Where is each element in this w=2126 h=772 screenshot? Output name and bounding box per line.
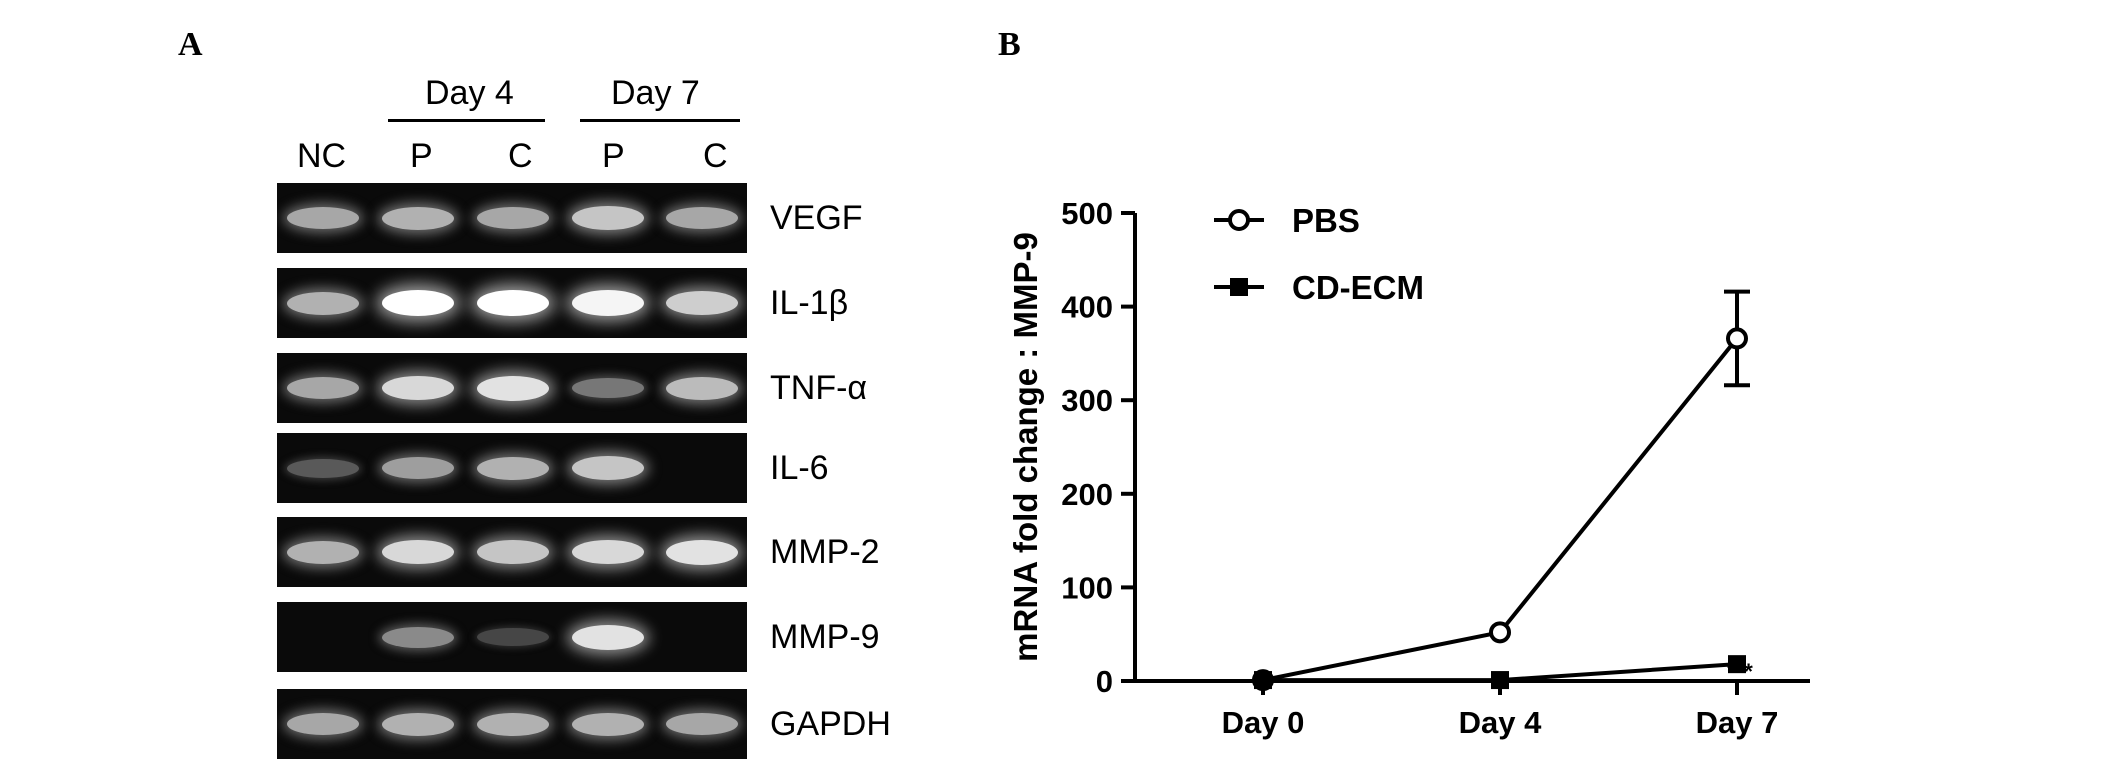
gel-band <box>572 378 644 398</box>
gel-band <box>477 628 549 646</box>
legend-label: PBS <box>1292 202 1360 239</box>
data-point <box>1254 671 1272 690</box>
group-label-day4: Day 4 <box>425 74 514 112</box>
gel-band <box>666 291 738 315</box>
gel-band <box>382 206 454 230</box>
gel-band <box>287 540 359 564</box>
lane-label-nc: NC <box>297 137 347 175</box>
data-point <box>1491 671 1509 690</box>
gel-band <box>572 540 644 564</box>
legend-marker <box>1228 209 1250 231</box>
gel-row <box>277 268 747 338</box>
gel-band <box>382 626 454 648</box>
gel-band <box>477 290 549 316</box>
y-axis-label: mRNA fold change : MMP-9 <box>1007 232 1044 662</box>
gel-band <box>666 713 738 735</box>
group-label-day7: Day 7 <box>611 74 700 112</box>
gel-row <box>277 183 747 253</box>
gel-band <box>572 456 644 480</box>
panel-label-b: B <box>998 26 1021 63</box>
legend-marker <box>1230 278 1248 296</box>
gel-band <box>666 376 738 400</box>
lane-label-day4-c: C <box>508 137 533 175</box>
gel-band <box>477 456 549 480</box>
gel-band <box>382 376 454 400</box>
data-point <box>1726 327 1748 350</box>
gel-band <box>572 712 644 736</box>
lane-label-day4-p: P <box>410 137 433 175</box>
gel-band <box>382 540 454 564</box>
gel-row <box>277 689 747 759</box>
gene-label: IL-1β <box>770 284 849 322</box>
gene-label: VEGF <box>770 199 863 237</box>
gel-band <box>382 712 454 736</box>
gel-band <box>287 713 359 735</box>
y-tick-label: 300 <box>1061 383 1113 418</box>
y-tick-label: 0 <box>1096 664 1113 699</box>
x-tick-label: Day 0 <box>1222 705 1305 740</box>
gel-band <box>572 290 644 316</box>
gel-band <box>287 458 359 478</box>
y-tick-label: 200 <box>1061 477 1113 512</box>
gene-label: MMP-9 <box>770 618 880 656</box>
gel-band <box>287 377 359 399</box>
gel-band <box>382 290 454 316</box>
group-underline-day4 <box>388 119 545 122</box>
gel-row <box>277 517 747 587</box>
data-point <box>1489 621 1511 644</box>
gel-band <box>287 207 359 229</box>
y-tick-label: 500 <box>1061 196 1113 231</box>
gel-band <box>477 375 549 401</box>
gel-band <box>477 207 549 229</box>
data-point <box>1728 655 1746 674</box>
group-underline-day7 <box>580 119 740 122</box>
gel-band <box>287 291 359 315</box>
gel-band <box>477 540 549 564</box>
gene-label: MMP-2 <box>770 533 880 571</box>
y-tick-label: 400 <box>1061 290 1113 325</box>
gel-row <box>277 353 747 423</box>
gel-row <box>277 433 747 503</box>
gene-label: GAPDH <box>770 705 891 743</box>
gel-band <box>666 539 738 565</box>
legend-label: CD-ECM <box>1292 269 1424 306</box>
lane-label-day7-p: P <box>602 137 625 175</box>
x-tick-label: Day 7 <box>1696 705 1779 740</box>
y-tick-label: 100 <box>1061 570 1113 605</box>
x-tick-label: Day 4 <box>1459 705 1542 740</box>
gel-band <box>572 206 644 230</box>
panel-label-a: A <box>178 26 203 63</box>
gene-label: TNF-α <box>770 369 868 407</box>
lane-label-day7-c: C <box>703 137 728 175</box>
significance-annotation: *** <box>1727 659 1753 684</box>
gene-label: IL-6 <box>770 449 829 487</box>
gel-band <box>477 712 549 736</box>
gel-row <box>277 602 747 672</box>
gel-band <box>382 457 454 479</box>
gel-band <box>666 207 738 229</box>
gel-band <box>572 624 644 650</box>
mmp9-line-chart: 0 100 200 300 400 500 Day 0 Day 4 Day 7 mRNA fold… <box>1007 196 1810 740</box>
